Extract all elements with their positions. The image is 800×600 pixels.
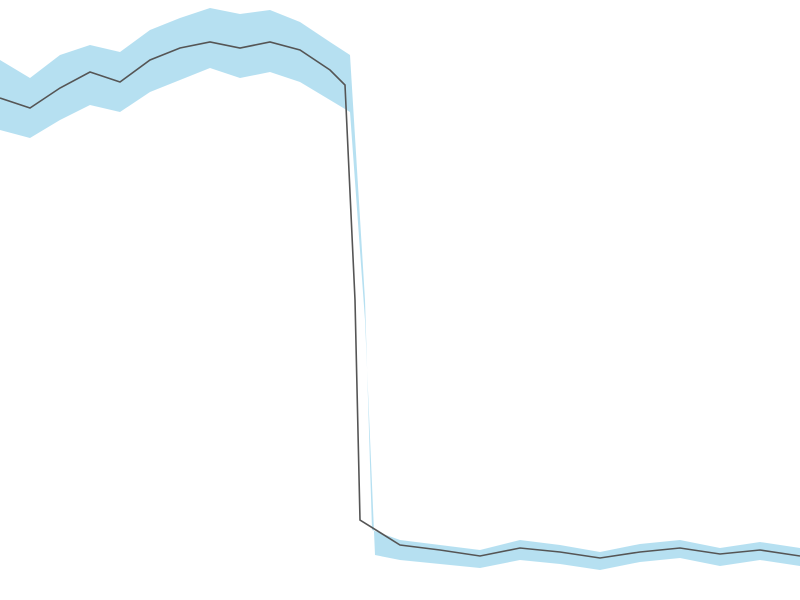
trend-line [0,42,800,558]
confidence-band [0,8,800,570]
chart-canvas [0,0,800,600]
